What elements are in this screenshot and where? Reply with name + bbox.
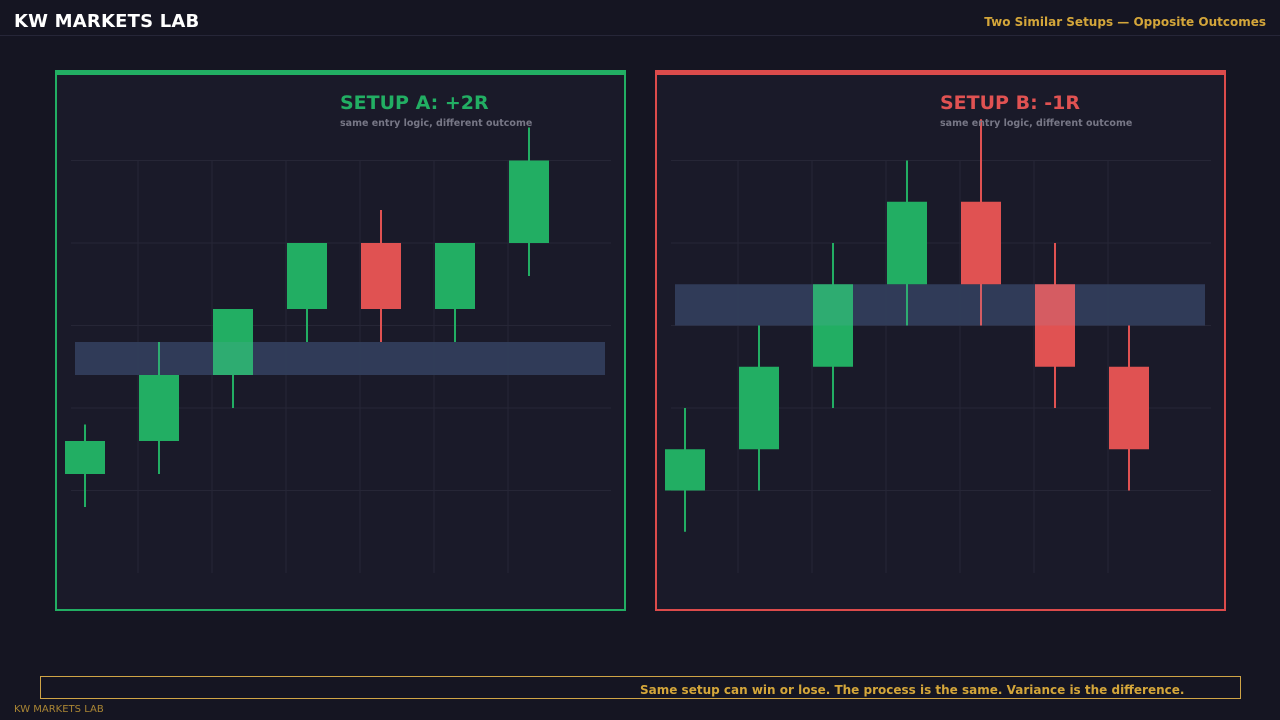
setup-a-title: SETUP A: +2R [340, 92, 489, 114]
candle-body-bullish [139, 375, 179, 441]
candle-body-bullish [739, 366, 779, 450]
setup-b-title: SETUP B: -1R [940, 92, 1081, 114]
candle-body-bullish [887, 201, 927, 285]
candle-body-bullish [65, 441, 105, 474]
entry-zone-overlay [675, 284, 1205, 326]
entry-zone [75, 342, 605, 375]
candle-body-bullish [665, 449, 705, 491]
header-bar: KW MARKETS LAB Two Similar Setups — Oppo… [0, 0, 1280, 36]
setup-b-subtitle: same entry logic, different outcome [940, 118, 1133, 129]
candle-body-bullish [509, 160, 549, 243]
candle-body-bullish [435, 243, 475, 309]
candle-body-bearish [961, 201, 1001, 285]
setup-a-subtitle: same entry logic, different outcome [340, 118, 533, 129]
setup-b-panel: SETUP B: -1R same entry logic, different… [655, 70, 1226, 611]
setup-a-panel: SETUP A: +2R same entry logic, different… [55, 70, 626, 611]
candle-body-bearish [1035, 284, 1075, 367]
summary-text: Same setup can win or lose. The process … [640, 683, 1185, 697]
brand-title: KW MARKETS LAB [14, 11, 200, 32]
entry-zone [675, 284, 1205, 326]
candle-body-bullish [287, 243, 327, 309]
candle-body-bearish [361, 243, 401, 309]
candle-body-bearish [1109, 366, 1149, 450]
setup-b-candlestick-chart [665, 119, 1211, 573]
entry-zone-overlay [75, 342, 605, 375]
candle-body-bullish [813, 284, 853, 367]
summary-box: Same setup can win or lose. The process … [40, 676, 1241, 699]
setup-a-candlestick-chart [65, 127, 611, 573]
footer-brand: KW MARKETS LAB [14, 704, 104, 715]
candle-body-bullish [213, 309, 253, 375]
page-tagline: Two Similar Setups — Opposite Outcomes [984, 15, 1266, 29]
